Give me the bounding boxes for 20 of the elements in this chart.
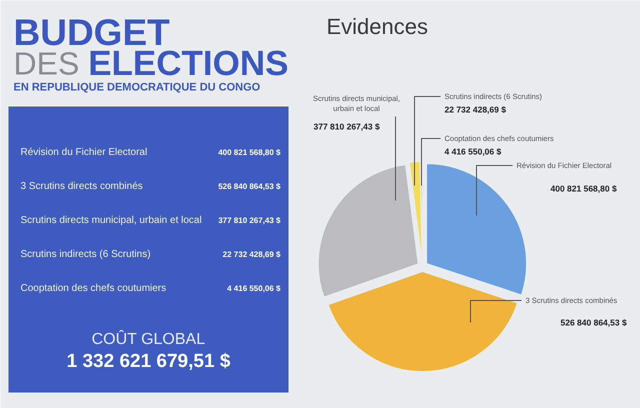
category-label: Scrutins indirects (6 Scrutins): [20, 249, 151, 260]
category-label: 3 Scrutins directs combinés: [20, 181, 143, 192]
category-label: Scrutins directs municipal, urbain et local: [20, 215, 202, 226]
text: 400 821 568,80 $: [218, 148, 280, 157]
text: 4 416 550,06 $: [227, 284, 281, 293]
data-label: 400 821 568,80 $: [550, 184, 617, 194]
text: COÛT GLOBAL: [92, 330, 206, 348]
text: 22 732 428,69 $: [222, 250, 281, 259]
data-label: 22 732 428,69 $: [444, 104, 506, 114]
text: 1 332 621 679,51 $: [66, 351, 231, 372]
data-label: 526 840 864,53 $: [560, 318, 627, 328]
chart-subtitle: EN REPUBLIQUE DEMOCRATIQUE DU CONGO: [14, 82, 261, 94]
text: Evidences: [326, 14, 428, 39]
text: 526 840 864,53 $: [218, 182, 280, 191]
data-label: 4 416 550,06 $: [444, 146, 502, 156]
chart-title: BUDGET DES ELECTIONS: [14, 12, 289, 83]
category-label: Révision du Fichier Electoral: [20, 147, 148, 158]
data-label: 377 810 267,43 $: [218, 216, 282, 225]
category-label: Cooptation des chefs coutumiers: [20, 283, 166, 294]
text: 377 810 267,43 $: [314, 122, 380, 132]
